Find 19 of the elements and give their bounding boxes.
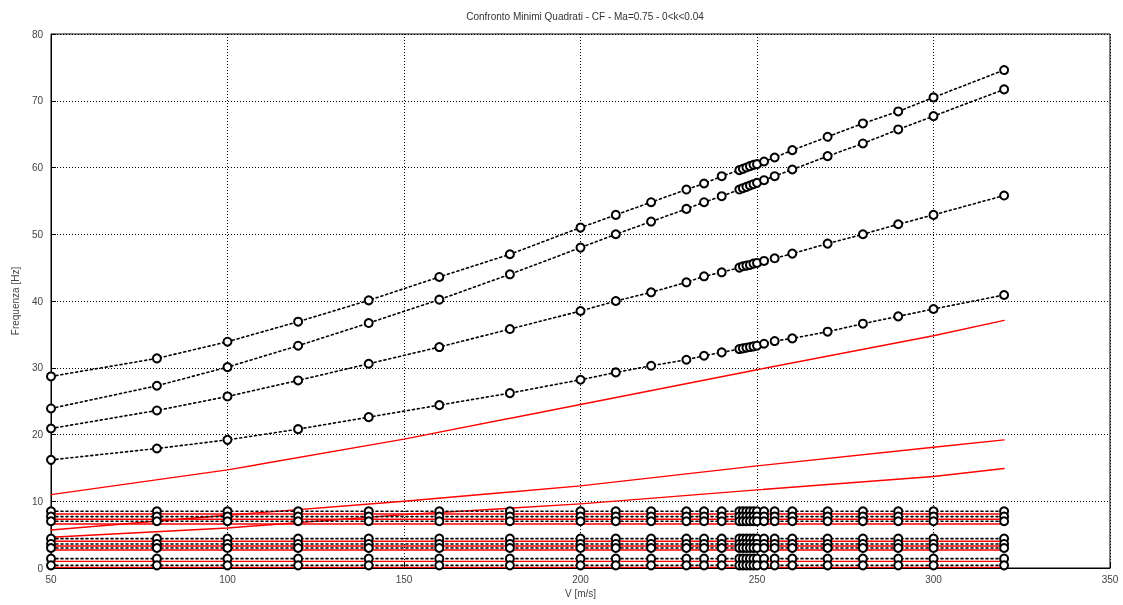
- x-tick-label: 150: [395, 573, 413, 585]
- y-axis-title: Frequenza [Hz]: [10, 266, 22, 336]
- y-tick-label: 30: [31, 362, 44, 374]
- x-axis-title: V [m/s]: [564, 588, 597, 600]
- x-tick-label: 350: [1101, 573, 1119, 585]
- y-tick-label: 80: [31, 28, 44, 40]
- x-tick-label: 300: [925, 573, 943, 585]
- x-tick-label: 100: [219, 573, 237, 585]
- x-tick-label: 50: [45, 573, 57, 585]
- y-tick-label: 0: [37, 562, 44, 574]
- y-tick-label: 50: [31, 228, 44, 240]
- y-tick-label: 10: [31, 495, 44, 507]
- y-tick-label: 60: [31, 162, 44, 173]
- x-tick-label: 250: [748, 573, 766, 585]
- x-tick-label: 200: [572, 573, 590, 585]
- y-tick-label: 40: [31, 295, 44, 307]
- y-tick-label: 20: [31, 429, 44, 440]
- y-tick-label: 70: [31, 95, 44, 107]
- chart-title: Confronto Minimi Quadrati - CF - Ma=0.75 - 0<k<0.04: [466, 10, 705, 22]
